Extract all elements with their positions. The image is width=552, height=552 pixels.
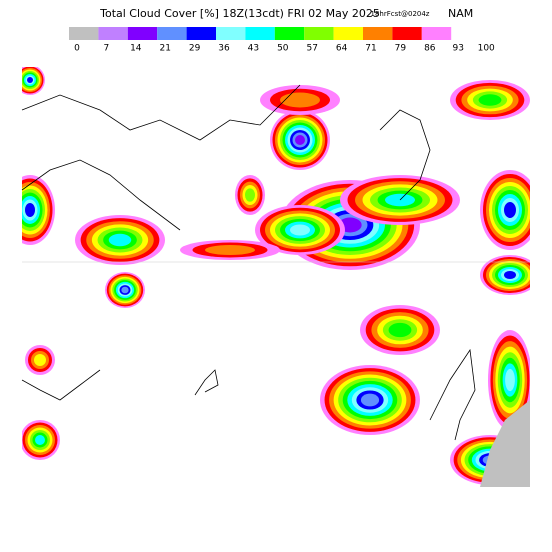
legend-swatch <box>363 27 393 40</box>
cloud-contour <box>121 286 129 294</box>
legend-swatch <box>186 27 216 40</box>
cloud-contour <box>504 271 516 279</box>
legend-swatch <box>392 27 422 40</box>
legend-label: 50 <box>277 44 289 54</box>
cloud-contour <box>360 393 380 407</box>
legend-label: 21 <box>159 44 170 54</box>
gray-area <box>480 400 530 487</box>
cloud-contour <box>478 94 502 106</box>
legend-label: 43 <box>248 44 259 54</box>
cloud-contour <box>35 435 45 445</box>
legend-label: 14 <box>130 44 142 54</box>
cloud-contour <box>388 322 412 338</box>
legend-label: 79 <box>395 44 407 54</box>
cloud-contour <box>108 233 132 247</box>
legend-swatch <box>304 27 334 40</box>
cloud-contour <box>295 135 305 145</box>
model: NAM <box>448 7 473 20</box>
cloud-contour <box>245 188 255 202</box>
legend-swatch <box>245 27 275 40</box>
map <box>21 67 530 487</box>
legend-label: 64 <box>336 44 348 54</box>
forecast: 18hrFcst@0204z <box>371 10 430 18</box>
cloud-contour <box>505 368 515 392</box>
cloud-contour <box>27 77 33 83</box>
coastline <box>21 369 101 401</box>
legend-swatch <box>216 27 246 40</box>
legend-swatch <box>127 27 158 40</box>
cloud-contour <box>205 245 255 255</box>
legend-label: 0 <box>74 44 80 54</box>
legend-label: 93 <box>452 44 463 54</box>
coastline <box>379 109 431 201</box>
legend-label: 36 <box>218 44 230 54</box>
legend: 0 7 14 21 29 36 43 50 57 64 71 79 86 93 100 <box>69 27 495 54</box>
legend-label: 7 <box>104 44 110 54</box>
cloud-contour <box>34 354 46 366</box>
legend-label: 57 <box>306 44 317 54</box>
coastline <box>21 159 181 231</box>
cloud-contour <box>290 224 310 236</box>
cloud-contour <box>25 203 35 217</box>
legend-swatch <box>98 27 128 40</box>
legend-swatch <box>333 27 363 40</box>
legend-label: 71 <box>365 44 376 54</box>
legend-swatch <box>69 27 99 40</box>
legend-swatch <box>157 27 187 40</box>
legend-swatch <box>274 27 305 40</box>
title: Total Cloud Cover [%] 18Z(13cdt) FRI 02 … <box>99 7 380 20</box>
cloud-contour <box>280 92 320 108</box>
coastlines <box>21 84 530 441</box>
legend-label: 29 <box>189 44 201 54</box>
coastline <box>429 348 476 441</box>
cloud-contour <box>504 202 516 218</box>
legend-swatch <box>421 27 452 40</box>
legend-label: 100 <box>478 44 495 54</box>
legend-label: 86 <box>424 44 436 54</box>
coastline <box>21 84 301 141</box>
coastline <box>194 369 219 396</box>
